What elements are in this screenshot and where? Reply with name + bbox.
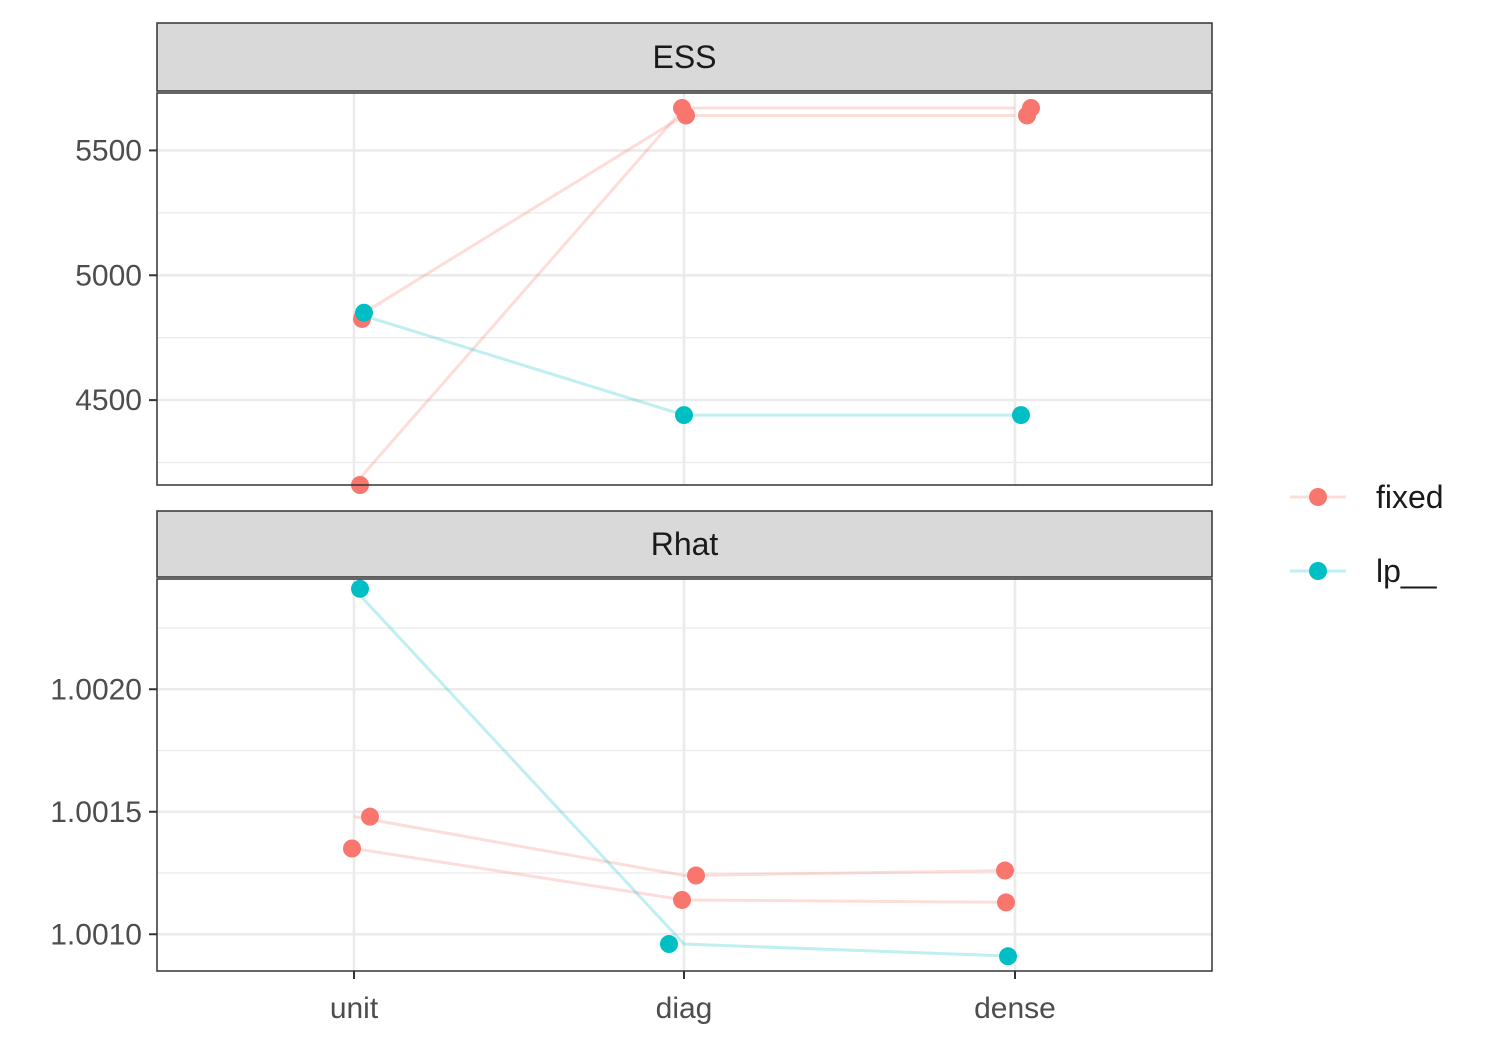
data-point-lp__ (355, 303, 373, 322)
data-point-fixed (673, 98, 691, 117)
data-point-fixed (997, 893, 1015, 912)
data-point-fixed (687, 866, 705, 885)
data-point-lp__ (351, 579, 369, 598)
data-point-fixed (343, 839, 361, 858)
legend-label: fixed (1376, 479, 1444, 515)
facet-strip-label: ESS (652, 39, 716, 75)
facet-strip (156, 22, 1213, 92)
data-point-fixed (996, 861, 1014, 880)
data-point-lp__ (1012, 406, 1030, 425)
data-point-lp__ (999, 947, 1017, 966)
y-tick-label: 1.0020 (50, 673, 142, 706)
facet-strip-label: Rhat (651, 526, 719, 562)
x-tick-label: unit (330, 992, 379, 1025)
facet-strip (156, 510, 1213, 578)
data-point-fixed (673, 890, 691, 909)
y-tick-label: 4500 (75, 384, 142, 417)
x-tick-label: dense (974, 992, 1056, 1025)
data-point-lp__ (675, 406, 693, 425)
data-point-fixed (361, 807, 379, 826)
x-tick-label: diag (656, 992, 713, 1025)
data-point-lp__ (660, 935, 678, 954)
legend-key-point (1309, 562, 1327, 580)
series-line-lp__ (352, 587, 1016, 958)
y-tick-label: 1.0015 (50, 796, 142, 829)
y-tick-label: 1.0010 (50, 918, 142, 951)
legend-key-point (1309, 488, 1327, 506)
y-tick-label: 5000 (75, 259, 142, 292)
series-line-fixed (353, 815, 1016, 877)
panel-border (156, 92, 1213, 486)
data-point-fixed (1022, 98, 1040, 117)
legend-label: lp__ (1376, 553, 1438, 589)
y-tick-label: 5500 (75, 134, 142, 167)
